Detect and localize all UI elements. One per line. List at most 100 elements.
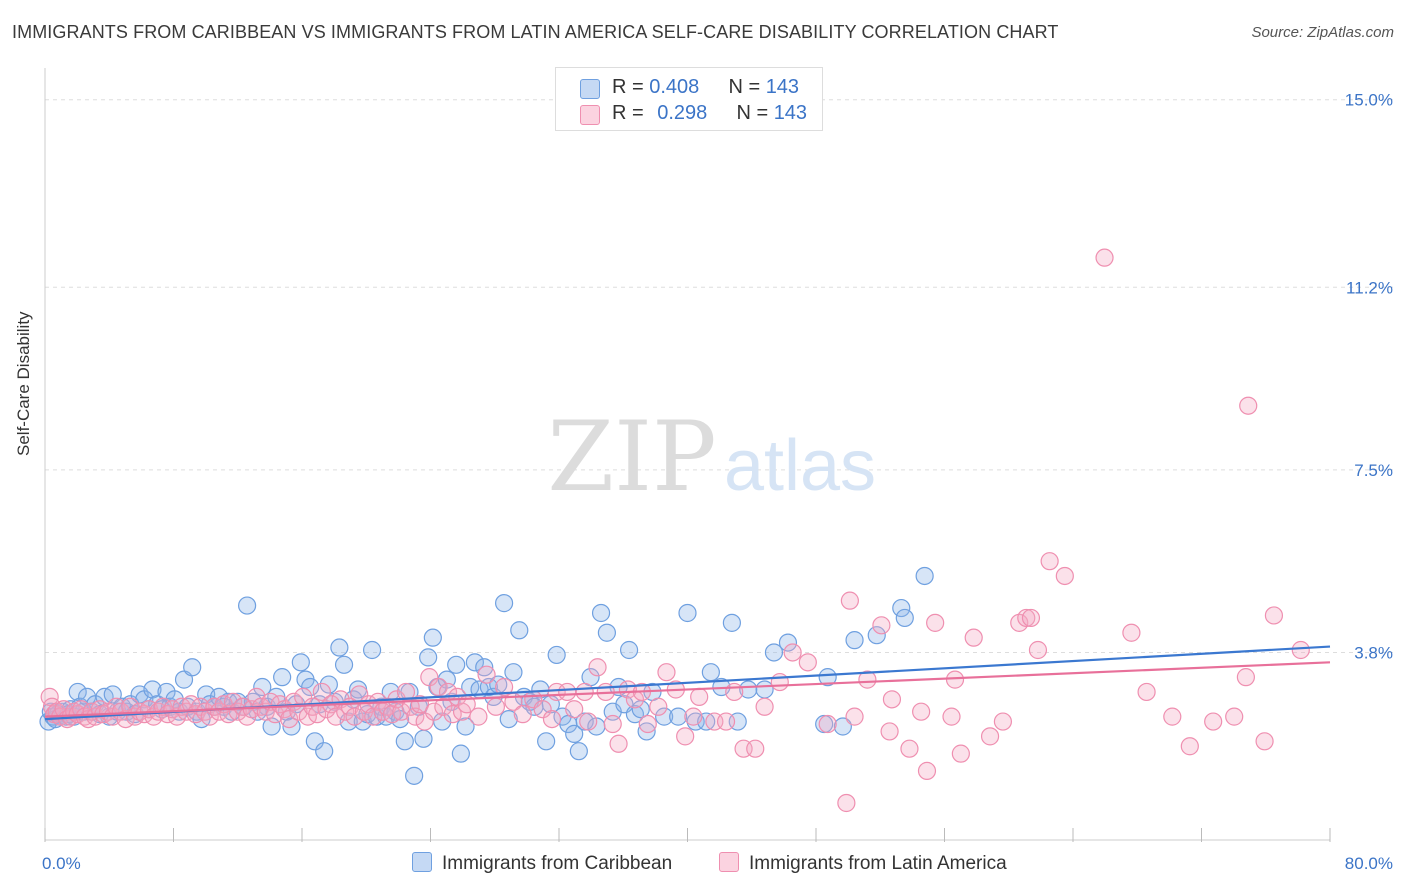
legend-r-value: 0.298: [657, 102, 708, 124]
point-latin-america: [942, 707, 961, 726]
point-latin-america: [312, 682, 331, 702]
point-latin-america: [280, 709, 299, 729]
point-latin-america: [1021, 608, 1041, 628]
point-caribbean: [405, 766, 424, 785]
point-caribbean: [565, 724, 584, 743]
point-caribbean: [895, 608, 914, 628]
point-caribbean: [395, 732, 414, 751]
y-axis-label: Self-Care Disability: [14, 311, 33, 456]
point-latin-america: [558, 682, 577, 702]
point-caribbean: [334, 655, 354, 674]
y-tick-label: 15.0%: [1345, 91, 1393, 110]
point-latin-america: [676, 727, 695, 746]
point-latin-america: [579, 712, 598, 731]
point-caribbean: [475, 658, 494, 677]
point-caribbean: [778, 633, 798, 652]
point-caribbean: [68, 682, 87, 702]
point-caribbean: [465, 653, 484, 672]
point-latin-america: [917, 761, 937, 781]
point-latin-america: [770, 672, 789, 692]
trend-lines: [44, 645, 1331, 721]
point-caribbean: [291, 653, 310, 672]
legend-n-label: N =: [736, 102, 774, 124]
point-caribbean: [510, 621, 529, 640]
point-caribbean: [494, 594, 514, 613]
point-latin-america: [755, 697, 774, 716]
point-latin-america: [494, 677, 514, 697]
point-caribbean: [237, 596, 257, 615]
x-tick-label: 80.0%: [1345, 854, 1393, 873]
watermark-atlas: atlas: [724, 426, 876, 506]
point-latin-america: [845, 707, 864, 726]
point-latin-america: [657, 663, 676, 682]
point-latin-america: [993, 712, 1013, 731]
point-caribbean: [597, 623, 616, 642]
point-caribbean: [739, 680, 758, 699]
x-tick-label: 0.0%: [42, 854, 81, 873]
point-caribbean: [678, 603, 697, 623]
point-latin-america: [565, 700, 584, 719]
watermark-zip: ZIP: [547, 401, 716, 513]
point-latin-america: [900, 739, 919, 758]
point-latin-america: [926, 613, 945, 632]
point-caribbean: [273, 668, 292, 687]
point-latin-america: [1095, 248, 1114, 267]
point-latin-america: [575, 682, 594, 702]
point-latin-america: [1137, 682, 1156, 702]
grid-lines: [45, 99, 1395, 653]
point-latin-america: [1017, 608, 1036, 628]
legend-r-label: R =: [612, 76, 650, 98]
point-latin-america: [429, 677, 448, 697]
point-latin-america: [912, 702, 931, 721]
point-latin-america: [1291, 640, 1310, 660]
point-caribbean: [282, 717, 301, 736]
point-caribbean: [504, 663, 523, 682]
point-latin-america: [513, 705, 532, 724]
point-latin-america: [326, 707, 345, 726]
point-latin-america: [1163, 707, 1182, 726]
point-latin-america: [725, 682, 744, 702]
point-caribbean: [301, 677, 320, 697]
legend-swatch-caribbean: [580, 79, 600, 99]
point-caribbean: [625, 705, 645, 724]
point-latin-america: [1055, 566, 1074, 586]
point-latin-america: [872, 616, 891, 635]
point-latin-america: [858, 670, 877, 689]
point-caribbean: [447, 655, 466, 674]
bottom-legend-caribbean: Immigrants from Caribbean: [412, 852, 672, 875]
point-caribbean: [722, 613, 741, 632]
point-caribbean: [330, 638, 349, 657]
point-latin-america: [1239, 396, 1258, 415]
point-caribbean: [547, 645, 566, 665]
point-latin-america: [289, 702, 308, 721]
point-latin-america: [415, 712, 434, 731]
point-latin-america: [533, 700, 552, 719]
point-latin-america: [434, 697, 453, 716]
point-caribbean: [319, 675, 338, 694]
point-caribbean: [915, 566, 934, 586]
point-latin-america: [798, 653, 817, 672]
point-caribbean: [818, 668, 837, 687]
point-caribbean: [833, 717, 852, 736]
point-latin-america: [477, 665, 496, 684]
point-latin-america: [716, 712, 736, 731]
point-latin-america: [588, 658, 607, 677]
point-latin-america: [1204, 712, 1223, 731]
point-caribbean: [253, 677, 272, 697]
point-latin-america: [945, 670, 965, 689]
bottom-legend-swatch-latin-america: [719, 852, 739, 872]
bottom-legend-label: Immigrants from Latin America: [749, 853, 1007, 874]
point-latin-america: [1180, 737, 1199, 756]
point-latin-america: [420, 668, 439, 687]
bottom-legend-latin-america: Immigrants from Latin America: [719, 852, 1007, 875]
point-latin-america: [1040, 552, 1059, 571]
point-caribbean: [701, 663, 720, 682]
point-latin-america: [469, 707, 488, 726]
point-caribbean: [655, 707, 674, 726]
point-latin-america: [1028, 640, 1048, 660]
y-tick-label: 11.2%: [1346, 278, 1393, 297]
point-caribbean: [892, 598, 911, 618]
source-label: Source: ZipAtlas.com: [1251, 24, 1394, 41]
point-latin-america: [684, 707, 703, 726]
